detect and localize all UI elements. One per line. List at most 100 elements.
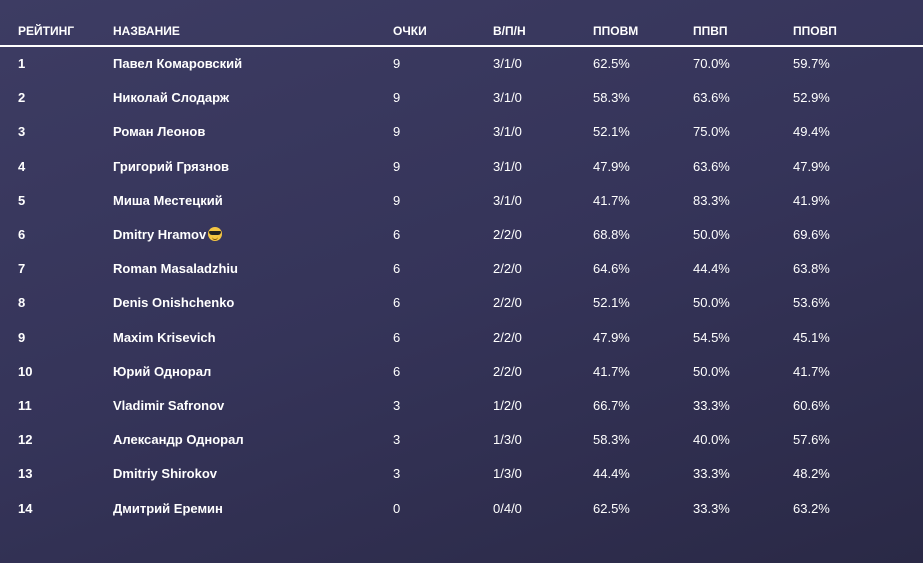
cell-text: 0 [393,500,401,516]
cell-text: Григорий Грязнов [113,158,230,174]
header-ppovm[interactable]: ППОВМ [593,24,639,38]
cell-points: 9 [393,159,400,175]
cell-rating: 10 [18,364,32,380]
header-points[interactable]: ОЧКИ [393,24,427,38]
table-row: 1 Павел Комаровский 9 3/1/0 62.5% 70.0% 59.7% [0,56,923,90]
cell-ppovm: 47.9% [593,330,630,346]
cell-text: 54.5% [693,329,730,345]
cell-text: 7 [18,261,26,277]
cell-text: 33.3% [693,398,730,413]
cell-text: 49.4% [793,124,830,140]
cell-points: 6 [393,261,400,277]
cell-ppovp: 41.7% [793,364,830,380]
cell-points: 6 [393,227,400,243]
cell-rating: 6 [18,227,25,243]
cell-text: 3 [393,466,401,482]
cell-text: Denis Onishchenko [113,295,235,311]
header-name[interactable]: НАЗВАНИЕ [113,24,180,38]
cell-text: 64.6% [593,261,630,277]
cell-text: 0/4/0 [493,500,522,516]
cell-text: 44.4% [693,261,730,277]
cell-text: 2/2/0 [493,329,522,345]
table-row: 12 Александр Однорал 3 1/3/0 58.3% 40.0% 57.6% [0,432,923,466]
cell-text: 33.3% [693,466,730,482]
cell-wld: 1/3/0 [493,432,522,448]
cell-text: 3/1/0 [493,158,522,174]
cell-text: 2/2/0 [493,363,522,379]
cell-points: 9 [393,193,400,209]
cell-ppvp: 44.4% [693,261,730,277]
cell-ppovp: 63.2% [793,501,830,517]
cell-text: 66.7% [593,398,630,413]
cell-points: 0 [393,501,400,517]
cell-text: 11 [18,398,32,413]
cell-points: 6 [393,295,400,311]
cell-text: 83.3% [693,192,730,208]
cell-text: 3 [393,398,401,413]
cell-rating: 14 [18,501,32,517]
cell-text: 62.5% [593,56,630,71]
cell-wld: 1/3/0 [493,466,522,482]
cell-text: 63.2% [793,500,830,516]
cell-text: Maxim Krisevich [113,329,216,345]
cell-wld: 2/2/0 [493,261,522,277]
header-rating[interactable]: РЕЙТИНГ [18,24,75,38]
cell-ppvp: 33.3% [693,398,730,414]
cell-text: Dmitry Hramov [113,227,207,242]
cell-rating: 11 [18,398,32,414]
cell-wld: 2/2/0 [493,227,522,243]
cell-ppovp: 53.6% [793,295,830,311]
cell-text: 50.0% [693,295,730,311]
cell-ppovp: 47.9% [793,159,830,175]
cell-text: 13 [18,466,33,482]
cell-ppovm: 66.7% [593,398,630,414]
cell-text: 69.6% [793,227,830,242]
cell-points: 3 [393,466,400,482]
table-row: 4 Григорий Грязнов 9 3/1/0 47.9% 63.6% 47.9% [0,159,923,193]
header-ppovp[interactable]: ППОВП [793,24,837,38]
cell-text: 9 [393,192,401,208]
cell-text: 14 [18,500,33,516]
cell-ppovm: 62.5% [593,56,630,72]
header-wld[interactable]: В/П/Н [493,24,526,38]
cell-text: 2/2/0 [493,261,522,277]
cell-ppovp: 45.1% [793,330,830,346]
cell-points: 9 [393,90,400,106]
cell-ppvp: 54.5% [693,330,730,346]
cell-name: Maxim Krisevich [113,330,216,346]
cell-rating: 12 [18,432,32,448]
cell-ppvp: 33.3% [693,466,730,482]
cell-text: 12 [18,432,33,448]
cell-text: 47.9% [593,329,630,345]
cell-text: 2 [18,90,26,106]
cell-text: 75.0% [693,124,730,140]
cell-text: 41.7% [793,363,830,379]
cell-text: 52.1% [593,124,630,140]
cell-text: Дмитрий Еремин [113,500,223,516]
cell-ppovp: 69.6% [793,227,830,243]
cell-text: 40.0% [693,432,730,448]
cell-ppovm: 68.8% [593,227,630,243]
cell-rating: 4 [18,159,25,175]
cell-text: 10 [18,363,33,379]
cell-text: Миша Местецкий [113,192,223,208]
cell-points: 3 [393,398,400,414]
cell-ppvp: 70.0% [693,56,730,72]
cell-ppovm: 41.7% [593,193,630,209]
cell-text: 9 [393,158,401,174]
table-row: 10 Юрий Однорал 6 2/2/0 41.7% 50.0% 41.7% [0,364,923,398]
cell-text: 6 [393,295,401,311]
table-header: РЕЙТИНГ НАЗВАНИЕ ОЧКИ В/П/Н ППОВМ ППВП ППОВП [0,0,923,47]
table-row: 2 Николай Слодарж 9 3/1/0 58.3% 63.6% 52.9% [0,90,923,124]
cell-wld: 2/2/0 [493,330,522,346]
cell-wld: 2/2/0 [493,295,522,311]
cell-text: 2/2/0 [493,227,522,242]
cell-wld: 3/1/0 [493,90,522,106]
table-row: 13 Dmitriy Shirokov 3 1/3/0 44.4% 33.3% 48.2% [0,466,923,500]
cell-ppovm: 44.4% [593,466,630,482]
header-ppvp[interactable]: ППВП [693,24,728,38]
cell-wld: 2/2/0 [493,364,522,380]
cell-text: Dmitriy Shirokov [113,466,218,482]
table-row: 9 Maxim Krisevich 6 2/2/0 47.9% 54.5% 45.1% [0,330,923,364]
cell-rating: 3 [18,124,25,140]
